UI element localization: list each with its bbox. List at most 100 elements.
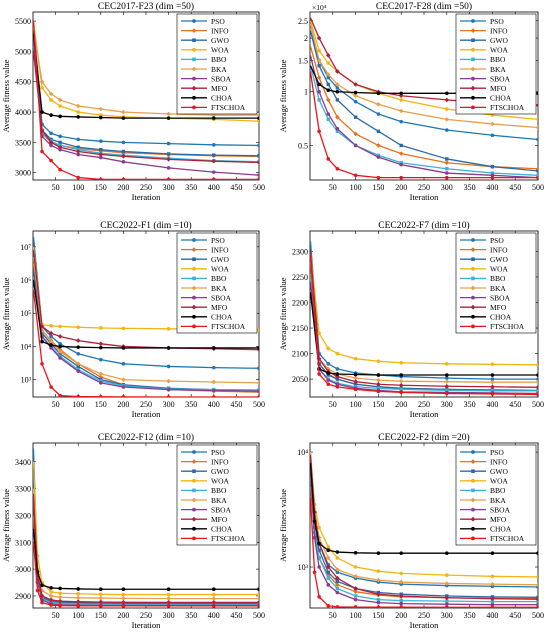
legend-label: INFO xyxy=(490,457,508,466)
data-point xyxy=(326,570,330,574)
data-point xyxy=(398,151,404,156)
x-tick-label: 500 xyxy=(532,611,544,620)
legend-marker xyxy=(471,19,475,23)
data-point xyxy=(353,375,358,381)
data-point xyxy=(536,175,538,180)
data-point xyxy=(121,600,126,605)
data-point xyxy=(353,173,358,178)
data-point xyxy=(57,334,63,339)
data-point xyxy=(256,600,259,605)
data-point xyxy=(212,170,216,174)
legend-marker xyxy=(192,257,196,261)
legend-marker xyxy=(471,95,475,100)
x-tick-label: 350 xyxy=(464,183,476,192)
data-point xyxy=(166,587,171,592)
data-point xyxy=(490,551,495,555)
series-line-mfo xyxy=(33,51,259,164)
data-point xyxy=(317,63,321,68)
legend-label: PSO xyxy=(490,448,504,457)
legend-label: SBOA xyxy=(490,505,511,514)
legend-label: WOA xyxy=(490,46,508,55)
x-tick-label: 450 xyxy=(509,183,521,192)
x-tick-label: 100 xyxy=(72,183,84,192)
data-point xyxy=(536,389,538,393)
data-point xyxy=(399,162,404,167)
data-point xyxy=(536,373,538,377)
data-point xyxy=(445,175,449,180)
data-point xyxy=(326,373,330,377)
data-point xyxy=(48,597,54,603)
series-line-ftschoa xyxy=(33,21,259,180)
series-line-woa xyxy=(310,251,538,366)
data-point xyxy=(75,595,81,601)
legend-marker xyxy=(192,324,196,329)
series-line-sboa xyxy=(310,282,538,395)
data-point xyxy=(353,372,358,377)
data-point xyxy=(335,69,340,74)
data-point xyxy=(166,592,171,597)
legend-label: PSO xyxy=(211,448,225,457)
data-point xyxy=(121,154,126,159)
data-point xyxy=(445,602,449,606)
data-point xyxy=(317,89,321,94)
data-point xyxy=(535,596,538,602)
data-point xyxy=(445,391,449,396)
data-point xyxy=(76,152,80,157)
x-tick-label: 50 xyxy=(52,183,60,192)
data-point xyxy=(398,108,404,114)
y-tick-label: 3400 xyxy=(15,458,31,467)
x-tick-label: 100 xyxy=(350,400,362,409)
data-point xyxy=(316,35,322,41)
legend-label: MFO xyxy=(211,515,228,524)
series-line-choa xyxy=(310,292,538,376)
legend-label: INFO xyxy=(490,26,508,35)
data-point xyxy=(353,379,358,384)
data-point xyxy=(48,593,54,599)
legend-label: FTSCHOA xyxy=(490,534,525,543)
legend-label: INFO xyxy=(211,457,229,466)
data-point xyxy=(166,364,171,369)
data-point xyxy=(376,600,381,605)
data-point xyxy=(49,586,53,590)
data-point xyxy=(166,177,171,180)
x-tick-label: 500 xyxy=(532,400,544,409)
data-point xyxy=(257,177,259,180)
data-point xyxy=(353,82,358,87)
x-tick-label: 200 xyxy=(117,611,129,620)
series-group xyxy=(33,448,259,608)
data-point xyxy=(57,594,63,600)
x-tick-label: 100 xyxy=(72,611,84,620)
legend-marker xyxy=(191,516,197,522)
x-tick-label: 50 xyxy=(329,183,337,192)
x-tick-label: 250 xyxy=(140,611,152,620)
y-tick-label: 3000 xyxy=(15,565,31,574)
data-point xyxy=(121,385,126,389)
data-point xyxy=(76,587,80,591)
data-point xyxy=(445,91,449,96)
legend-label: MFO xyxy=(490,515,507,524)
legend-marker xyxy=(471,257,475,261)
series-line-ftschoa xyxy=(310,71,538,179)
data-point xyxy=(353,143,358,148)
y-tick-label: 2.5 xyxy=(298,17,308,26)
data-point xyxy=(58,342,62,346)
data-point xyxy=(211,158,217,164)
legend-label: INFO xyxy=(211,26,229,35)
legend-marker xyxy=(192,38,196,42)
legend-label: BKA xyxy=(211,496,227,505)
data-point xyxy=(399,143,403,148)
data-point xyxy=(39,324,45,329)
data-point xyxy=(121,377,126,382)
data-point xyxy=(211,379,217,385)
data-point xyxy=(257,587,259,592)
data-point xyxy=(257,119,259,123)
chart-panel-5: CEC2022-F12 (dim =10) 50 100 150 200 250 300 35… xyxy=(1,432,265,630)
y-tick-label: 2050 xyxy=(292,375,308,384)
data-point xyxy=(49,323,53,328)
x-tick-label: 400 xyxy=(208,400,220,409)
data-point xyxy=(335,129,340,134)
data-point xyxy=(376,102,381,107)
series-line-ftschoa xyxy=(310,256,538,396)
legend-label: GWO xyxy=(490,255,508,264)
legend-label: BKA xyxy=(211,65,227,74)
